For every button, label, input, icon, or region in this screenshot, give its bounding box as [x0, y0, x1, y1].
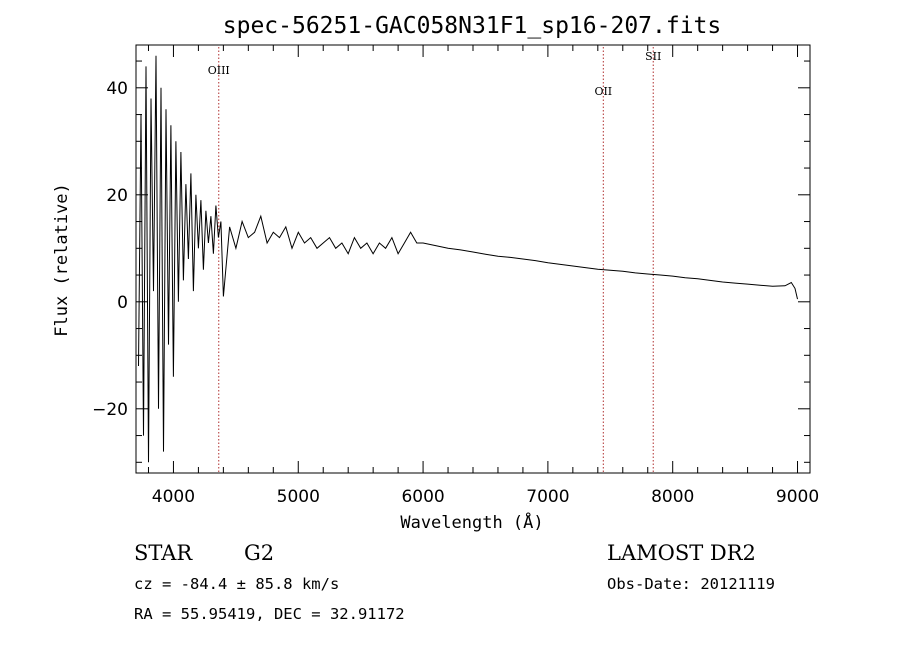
x-tick-label: 6000: [401, 487, 444, 507]
x-tick-label: 8000: [651, 487, 694, 507]
redshift-velocity: cz = -84.4 ± 85.8 km/s: [134, 575, 339, 593]
spectral-line-label: OIII: [208, 64, 230, 77]
chart-title: spec-56251-GAC058N31F1_sp16-207.fits: [223, 13, 722, 39]
observation-date: Obs-Date: 20121119: [607, 575, 775, 593]
y-tick-label: −20: [92, 400, 128, 420]
survey-name: LAMOST DR2: [607, 541, 756, 565]
ra-dec-coordinates: RA = 55.95419, DEC = 32.91172: [134, 605, 405, 623]
x-tick-label: 5000: [277, 487, 320, 507]
y-tick-label: 0: [117, 293, 128, 313]
axis-ticks: [136, 45, 810, 473]
x-axis-label: Wavelength (Å): [400, 511, 543, 533]
spectrum-series-line: [138, 55, 798, 463]
y-tick-labels: −20 0 20 40: [92, 79, 128, 420]
x-tick-label: 4000: [152, 487, 195, 507]
plot-frame: [135, 44, 811, 474]
spectral-line-label: SII: [645, 50, 661, 63]
object-subclass: G2: [244, 541, 274, 565]
spectral-line-markers: OIII OII SII: [208, 47, 661, 473]
x-tick-label: 7000: [526, 487, 569, 507]
y-tick-label: 20: [106, 186, 128, 206]
y-tick-label: 40: [106, 79, 128, 99]
y-axis-label: Flux (relative): [52, 183, 72, 337]
object-class: STAR: [134, 541, 193, 565]
x-tick-label: 9000: [776, 487, 819, 507]
spectral-line-label: OII: [594, 85, 612, 98]
x-tick-labels: 4000 5000 6000 7000 8000 9000: [152, 487, 819, 507]
